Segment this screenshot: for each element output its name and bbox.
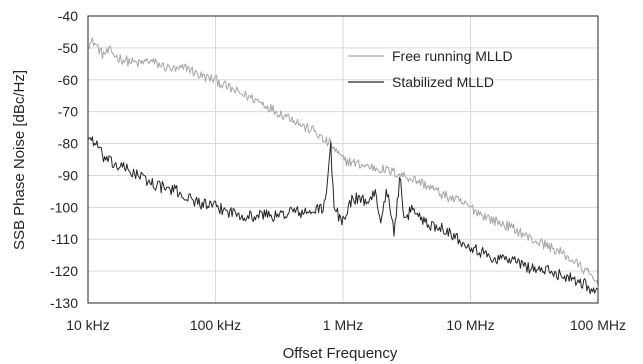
x-tick-labels: 10 kHz 100 kHz 1 MHz 10 MHz 100 MHz: [66, 317, 626, 333]
y-tick-label: -40: [58, 8, 78, 24]
x-tick-label: 10 kHz: [66, 317, 110, 333]
legend-label: Free running MLLD: [392, 48, 513, 64]
x-tick-label: 10 MHz: [446, 317, 494, 333]
x-tick-label: 100 MHz: [570, 317, 626, 333]
x-tick-label: 100 kHz: [190, 317, 241, 333]
y-tick-label: -120: [50, 263, 78, 279]
y-tick-label: -100: [50, 199, 78, 215]
y-tick-label: -110: [51, 231, 78, 247]
y-tick-label: -90: [58, 167, 78, 183]
series-line-stabilized: [87, 136, 599, 295]
legend-label: Stabilized MLLD: [392, 74, 494, 90]
y-tick-label: -60: [58, 72, 78, 88]
legend: Free running MLLD Stabilized MLLD: [348, 48, 513, 90]
x-axis-title: Offset Frequency: [283, 345, 398, 362]
series-line-free-running: [87, 37, 599, 289]
plot-frame: [87, 15, 599, 304]
y-tick-labels: -40 -50 -60 -70 -80 -90 -100 -110 -120 -130: [50, 8, 78, 311]
y-axis-title: SSB Phase Noise [dBc/Hz]: [11, 70, 28, 250]
series-layer: [87, 37, 599, 295]
y-tick-label: -130: [50, 295, 78, 311]
y-tick-label: -50: [58, 40, 78, 56]
y-tick-label: -70: [58, 104, 78, 120]
x-tick-label: 1 MHz: [323, 317, 363, 333]
y-tick-label: -80: [58, 136, 78, 152]
plot-border: [87, 15, 599, 304]
